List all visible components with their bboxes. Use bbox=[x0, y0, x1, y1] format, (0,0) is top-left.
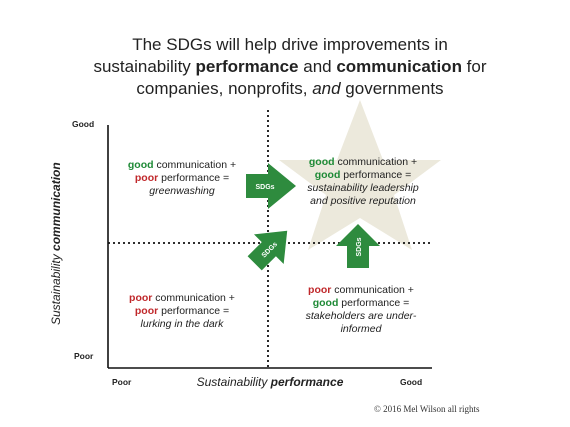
quadrant-tr-result-1: sustainability leadership bbox=[307, 182, 419, 194]
sdgs-arrow-up-label: SDGs bbox=[356, 237, 363, 256]
quadrant-br-result-1: stakeholders are under- bbox=[305, 310, 417, 322]
sdgs-arrow-right-label: SDGs bbox=[255, 184, 274, 191]
diagram-title: The SDGs will help drive improvements in… bbox=[60, 34, 520, 100]
quadrant-tr-word1: good bbox=[308, 156, 335, 168]
star-shape bbox=[279, 100, 441, 250]
quadrant-tr-word2: good bbox=[314, 169, 341, 181]
title-line-1: The SDGs will help drive improvements in bbox=[132, 35, 448, 54]
quadrant-top-left: good communication + poor performance = … bbox=[112, 159, 252, 198]
quadrant-bl-result: lurking in the dark bbox=[140, 318, 224, 330]
y-axis-good-label: Good bbox=[72, 119, 95, 129]
title-line-2: sustainability performance and communica… bbox=[93, 57, 487, 76]
quadrant-tl-word2: poor bbox=[134, 172, 159, 184]
x-axis-good-label: Good bbox=[400, 377, 423, 387]
copyright-notice: © 2016 Mel Wilson all rights bbox=[374, 404, 480, 414]
x-axis-poor-label: Poor bbox=[112, 377, 132, 387]
quadrant-tl-word1: good bbox=[127, 159, 154, 171]
quadrant-tr-result-2: and positive reputation bbox=[310, 195, 416, 207]
quadrant-bl-word1: poor bbox=[129, 292, 153, 304]
sdgs-arrow-diagonal: SDGs bbox=[247, 230, 288, 271]
sdgs-arrow-up: SDGs bbox=[336, 224, 380, 268]
quadrant-bottom-left: poor communication + poor performance = … bbox=[112, 292, 252, 331]
quadrant-top-right: good communication + good performance = … bbox=[288, 156, 438, 208]
quadrant-bl-word2: poor bbox=[134, 305, 159, 317]
x-axis-title: Sustainability performance bbox=[196, 375, 344, 389]
quadrant-br-result-2: informed bbox=[340, 323, 382, 335]
y-axis-poor-label: Poor bbox=[74, 351, 94, 361]
title-line-3: companies, nonprofits, and governments bbox=[136, 79, 444, 98]
quadrant-bottom-right: poor communication + good performance = … bbox=[286, 284, 436, 336]
y-axis-title: Sustainability communication bbox=[49, 162, 63, 325]
sdgs-arrow-right: SDGs bbox=[246, 163, 296, 209]
quadrant-br-word1: poor bbox=[308, 284, 332, 296]
quadrant-tl-result: greenwashing bbox=[149, 185, 215, 197]
quadrant-br-word2: good bbox=[312, 297, 339, 309]
